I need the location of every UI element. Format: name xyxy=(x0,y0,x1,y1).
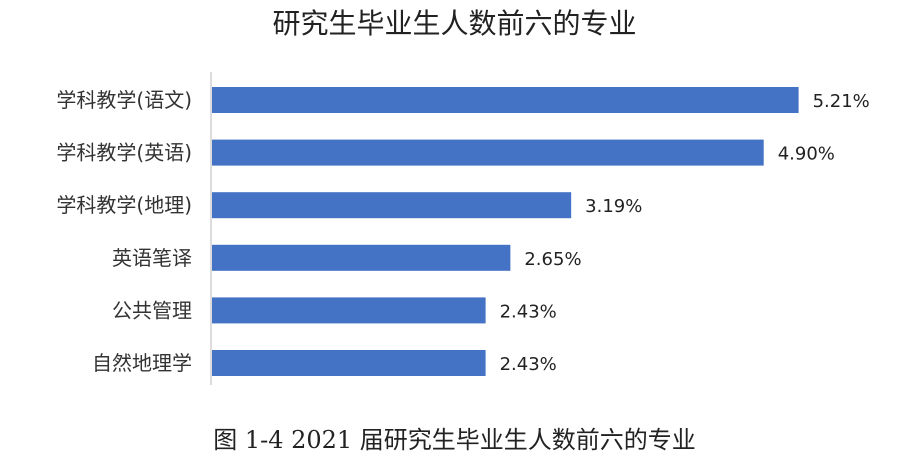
bar xyxy=(212,87,799,113)
category-label: 学科教学(英语) xyxy=(56,141,192,165)
category-label: 学科教学(语文) xyxy=(56,88,192,112)
value-label: 3.19% xyxy=(585,196,642,217)
bars-group: 学科教学(语文) 5.21% 学科教学(英语) 4.90% 学科教学(地理) 3.19% 英… xyxy=(56,87,870,376)
chart-title: 研究生毕业生人数前六的专业 xyxy=(272,7,637,40)
value-label: 2.43% xyxy=(500,301,557,322)
bar xyxy=(212,139,764,166)
category-label: 英语笔译 xyxy=(112,246,192,270)
bar xyxy=(212,244,511,271)
figure-caption: 图 1-4 2021 届研究生毕业生人数前六的专业 xyxy=(213,426,696,454)
bar xyxy=(212,350,486,376)
bar xyxy=(212,192,572,219)
value-label: 4.90% xyxy=(778,144,835,165)
value-label: 2.43% xyxy=(500,354,557,375)
category-label: 学科教学(地理) xyxy=(56,193,192,217)
bar xyxy=(212,297,486,324)
value-label: 5.21% xyxy=(813,91,870,112)
category-label: 公共管理 xyxy=(112,298,192,322)
value-label: 2.65% xyxy=(524,249,581,270)
category-label: 自然地理学 xyxy=(92,351,192,375)
